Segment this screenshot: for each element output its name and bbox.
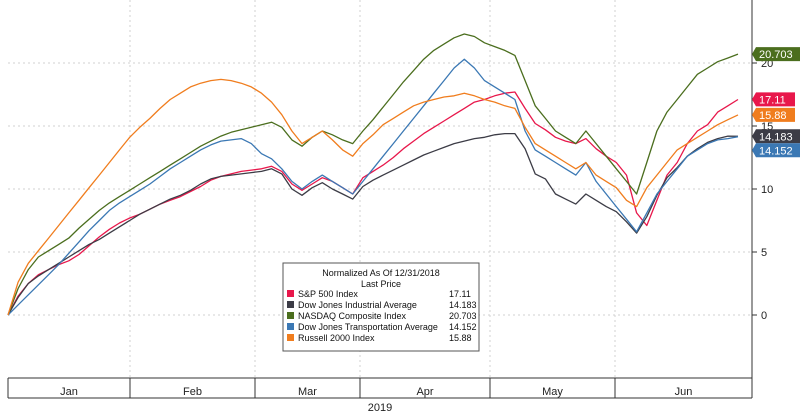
x-axis-year-label: 2019 xyxy=(368,402,392,414)
last-price-label-1: 14.183 xyxy=(752,129,800,143)
legend-entry-2: NASDAQ Composite Index xyxy=(298,311,407,321)
x-tick-label-jan: Jan xyxy=(60,386,78,398)
legend-entry-3: Dow Jones Transportation Average xyxy=(298,322,438,332)
x-tick-label-feb: Feb xyxy=(183,386,202,398)
last-price-tag xyxy=(752,92,795,107)
last-price-tag xyxy=(752,47,800,62)
series-line-0 xyxy=(7,91,739,316)
x-tick-label-may: May xyxy=(542,386,563,398)
legend-value-3: 14.152 xyxy=(449,322,477,332)
legend-value-0: 17.11 xyxy=(449,289,471,299)
legend-entry-4: Russell 2000 Index xyxy=(298,333,375,343)
last-price-text: 14.152 xyxy=(759,145,793,157)
x-tick-label-apr: Apr xyxy=(416,386,433,398)
x-tick-label-mar: Mar xyxy=(298,386,317,398)
y-tick-label: 5 xyxy=(761,247,767,259)
series-line-1 xyxy=(7,132,739,316)
series-line-3 xyxy=(7,58,739,316)
series-line-2 xyxy=(7,33,739,316)
last-price-label-3: 14.152 xyxy=(752,143,800,157)
legend-subtitle: Last Price xyxy=(361,279,401,289)
legend-swatch-4 xyxy=(287,334,294,341)
series-line-4 xyxy=(7,78,739,316)
legend-entry-0: S&P 500 Index xyxy=(298,289,358,299)
legend-swatch-2 xyxy=(287,312,294,319)
last-price-text: 14.183 xyxy=(759,131,793,143)
last-price-text: 15.88 xyxy=(759,110,787,122)
legend-swatch-0 xyxy=(287,290,294,297)
last-price-label-0: 17.11 xyxy=(752,92,795,107)
legend-value-4: 15.88 xyxy=(449,333,472,343)
last-price-label-4: 15.88 xyxy=(752,107,795,122)
last-price-tag xyxy=(752,107,795,122)
legend-value-2: 20.703 xyxy=(449,311,477,321)
legend-title: Normalized As Of 12/31/2018 xyxy=(322,268,440,278)
last-price-text: 17.11 xyxy=(759,94,786,106)
y-tick-label: 0 xyxy=(761,310,767,322)
x-tick-label-jun: Jun xyxy=(675,386,693,398)
last-price-labels: 20.703 17.11 15.88 14.183 14.152 xyxy=(752,47,800,157)
legend-entry-1: Dow Jones Industrial Average xyxy=(298,300,417,310)
last-price-tag xyxy=(752,143,800,158)
last-price-tag xyxy=(752,129,800,144)
series-layer xyxy=(7,33,739,316)
legend-swatch-1 xyxy=(287,301,294,308)
legend-value-1: 14.183 xyxy=(449,300,477,310)
y-tick-label: 10 xyxy=(761,184,773,196)
last-price-text: 20.703 xyxy=(759,49,793,61)
last-price-label-2: 20.703 xyxy=(752,47,800,61)
legend-box xyxy=(282,262,480,352)
legend-swatch-3 xyxy=(287,323,294,330)
